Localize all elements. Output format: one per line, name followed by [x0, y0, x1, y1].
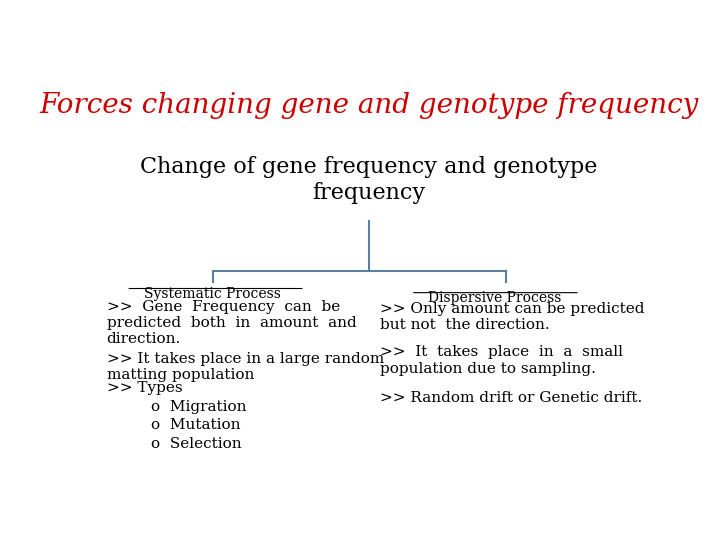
Text: >>  It  takes  place  in  a  small
population due to sampling.: >> It takes place in a small population … [380, 346, 624, 376]
Text: Change of gene frequency and genotype
frequency: Change of gene frequency and genotype fr… [140, 156, 598, 204]
Text: >> Random drift or Genetic drift.: >> Random drift or Genetic drift. [380, 391, 642, 405]
Text: Systematic Process: Systematic Process [144, 287, 282, 301]
Text: >> Only amount can be predicted
but not  the direction.: >> Only amount can be predicted but not … [380, 302, 644, 332]
Text: >>  Gene  Frequency  can  be
predicted  both  in  amount  and
direction.: >> Gene Frequency can be predicted both … [107, 300, 356, 346]
Text: Dispersive Process: Dispersive Process [428, 292, 561, 306]
Text: Forces changing gene and genotype frequency: Forces changing gene and genotype freque… [40, 92, 698, 119]
Text: >> It takes place in a large random
matting population: >> It takes place in a large random matt… [107, 352, 384, 382]
Text: o  Selection: o Selection [151, 437, 242, 451]
Text: o  Mutation: o Mutation [151, 418, 241, 432]
Text: >> Types: >> Types [107, 381, 182, 395]
Text: o  Migration: o Migration [151, 400, 247, 414]
